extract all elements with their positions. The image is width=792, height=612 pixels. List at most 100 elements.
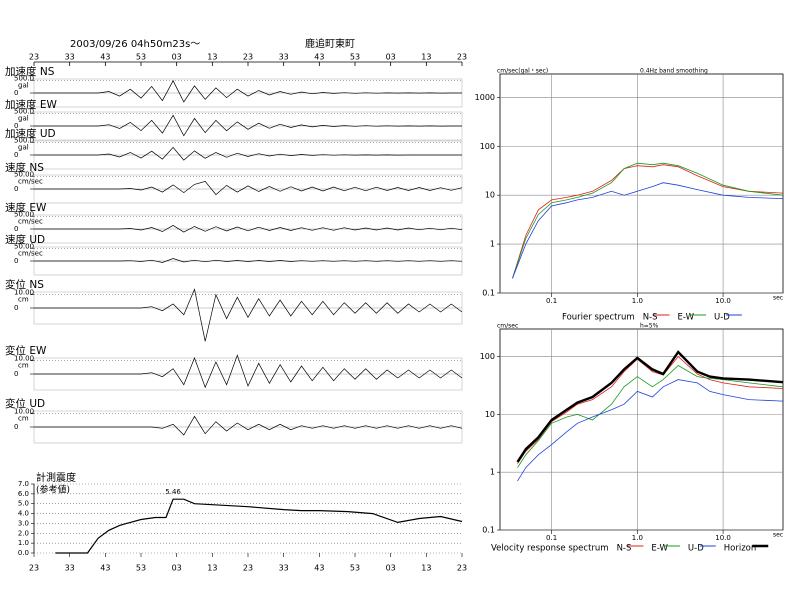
x-tick-label: 0.1 — [546, 534, 557, 542]
waveform-line — [34, 354, 463, 389]
x-tick-label: 1.0 — [632, 534, 643, 542]
y-tick-label: 0.1 — [482, 526, 495, 535]
y-tick-label: 50.00 — [14, 210, 34, 218]
panel-label: 速度 EW — [5, 201, 47, 214]
waveform-line — [34, 415, 463, 436]
spectrum-line — [512, 182, 784, 279]
x-tick-label: 33 — [65, 53, 75, 62]
spectrum-line — [516, 350, 784, 463]
x-tick-label: 0.1 — [546, 297, 557, 305]
y-tick-label: 1000 — [475, 93, 495, 102]
x-tick-label: 43 — [314, 53, 324, 62]
legend-label: N-S — [617, 544, 632, 554]
waveform-line — [34, 181, 463, 196]
x-axis-label: sec — [773, 295, 783, 302]
x-tick-label: 43 — [314, 564, 324, 573]
x-tick-label: 43 — [100, 564, 110, 573]
y-tick-label: 500.0 — [14, 74, 34, 82]
x-tick-label: 13 — [421, 564, 431, 573]
y-tick-label: 0 — [14, 185, 18, 193]
y-tick-label: 0 — [14, 423, 18, 431]
y-tick-label: 0 — [14, 151, 18, 159]
unit-label: cm — [18, 415, 29, 423]
y-tick-label: 0.0 — [18, 549, 29, 557]
panel-label: 速度 UD — [5, 233, 45, 246]
y-tick-label: 100 — [480, 352, 495, 361]
unit-label: cm/sec — [18, 249, 43, 257]
unit-label: cm — [18, 362, 29, 370]
y-axis-label: cm/sec — [497, 323, 518, 330]
intensity-line — [55, 498, 463, 554]
waveform-line — [34, 224, 463, 233]
x-tick-label: 10.0 — [715, 534, 731, 542]
x-tick-label: 53 — [350, 564, 360, 573]
y-tick-label: 3.0 — [18, 519, 29, 527]
y-tick-label: 2.0 — [18, 529, 29, 537]
panel-label: 変位 EW — [5, 344, 47, 357]
unit-label: cm — [18, 296, 29, 304]
legend-label: E-W — [678, 313, 695, 323]
y-tick-label: 1 — [490, 468, 495, 477]
waveform-line — [34, 288, 463, 342]
panel-label: 変位 UD — [5, 397, 45, 410]
x-tick-label: 03 — [386, 564, 396, 573]
unit-label: gal — [18, 143, 29, 151]
y-tick-label: 0 — [14, 304, 18, 312]
x-tick-label: 33 — [65, 564, 75, 573]
unit-label: cm/sec — [18, 217, 43, 225]
y-tick-label: 5.0 — [18, 500, 29, 508]
x-tick-label: 33 — [279, 564, 289, 573]
record-time: 2003/09/26 04h50m23s～ — [70, 39, 200, 50]
spectrum-line — [517, 365, 784, 468]
x-tick-label: 10.0 — [715, 297, 731, 305]
y-tick-label: 10.00 — [14, 289, 34, 297]
unit-label: gal — [18, 81, 29, 89]
y-tick-label: 4.0 — [18, 510, 29, 518]
x-tick-label: 03 — [172, 53, 182, 62]
unit-label: cm/sec — [18, 177, 43, 185]
spectrum-line — [512, 162, 784, 279]
x-tick-label: 53 — [136, 564, 146, 573]
station-name: 鹿追町東町 — [305, 37, 355, 50]
y-tick-label: 0.1 — [482, 289, 495, 298]
y-tick-label: 10.00 — [14, 408, 34, 416]
panel-label: 加速度 UD — [5, 127, 56, 140]
x-tick-label: 13 — [207, 564, 217, 573]
x-tick-label: 23 — [29, 564, 39, 573]
y-tick-label: 6.0 — [18, 490, 29, 498]
y-tick-label: 50.00 — [14, 170, 34, 178]
y-tick-label: 0 — [14, 122, 18, 130]
legend-label: N-S — [643, 313, 658, 323]
x-tick-label: 23 — [457, 564, 467, 573]
y-tick-label: 0 — [14, 89, 18, 97]
legend-label: U-D — [688, 544, 704, 554]
y-tick-label: 1 — [490, 240, 495, 249]
y-tick-label: 10 — [485, 191, 495, 200]
x-tick-label: 03 — [172, 564, 182, 573]
waveform-line — [34, 258, 463, 263]
y-tick-label: 50.00 — [14, 242, 34, 250]
y-tick-label: 100 — [480, 142, 495, 151]
panel-label: 変位 NS — [5, 278, 44, 291]
spectrum-line — [517, 356, 784, 464]
waveform-line — [34, 114, 462, 137]
x-tick-label: 53 — [350, 53, 360, 62]
chart-subtitle: h=5% — [640, 323, 659, 330]
y-tick-label: 1.0 — [18, 539, 29, 547]
legend-label: Horizon — [724, 544, 757, 554]
x-tick-label: 13 — [207, 53, 217, 62]
legend-title: Fourier spectrum — [562, 313, 635, 323]
x-tick-label: 1.0 — [632, 297, 643, 305]
legend-title: Velocity response spectrum — [491, 544, 609, 554]
y-tick-label: 7.0 — [18, 480, 29, 488]
x-tick-label: 13 — [421, 53, 431, 62]
x-tick-label: 23 — [243, 53, 253, 62]
panel-label: 加速度 EW — [5, 98, 57, 111]
chart-title: 計測震度 — [36, 471, 76, 484]
y-axis-label: cm/sec(gal・sec) — [497, 68, 548, 75]
y-tick-label: 500.0 — [14, 136, 34, 144]
y-tick-label: 10.00 — [14, 355, 34, 363]
panel-label: 加速度 NS — [5, 65, 55, 78]
